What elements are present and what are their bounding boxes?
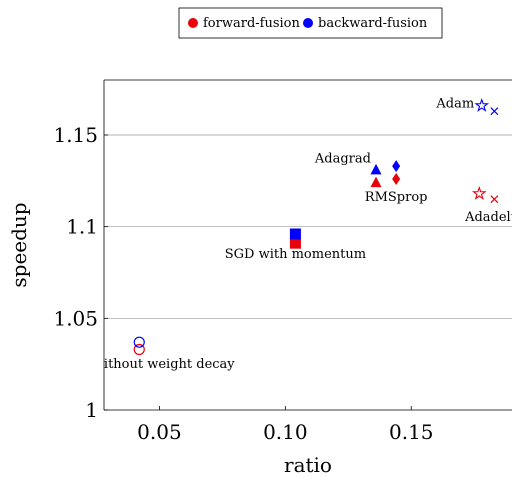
backward-fusion-rmsprop-point (392, 160, 401, 173)
y-tick-label: 1.05 (53, 306, 98, 330)
axis-ticks: 1 1.05 1.1 1.15 0.05 0.10 0.15 (53, 123, 433, 444)
x-tick-label: 0.10 (263, 420, 308, 444)
annotation-adadelta: Adadelta (464, 210, 512, 225)
backward-fusion-sgd-without-weight-decay-point (133, 336, 145, 348)
legend-backward-fusion-swatch (303, 18, 313, 28)
forward-fusion-sgd-without-weight-decay-point (133, 343, 145, 356)
data-points (133, 97, 499, 356)
legend-backward-fusion-label: backward-fusion (318, 16, 428, 31)
x-tick-label: 0.05 (137, 420, 182, 444)
backward-fusion-adagrad-point (370, 163, 382, 175)
x-axis-label: ratio (284, 453, 332, 477)
annotation-sgd-without-weight-decay: SGD without weight decay (59, 357, 235, 372)
forward-fusion-adagrad-point (370, 176, 382, 188)
y-tick-label: 1.15 (53, 123, 98, 147)
gridlines (104, 134, 512, 319)
annotation-adagrad: Adagrad (314, 152, 371, 167)
legend-forward-fusion-label: forward-fusion (203, 16, 300, 31)
y-tick-label: 1 (85, 398, 98, 422)
backward-fusion-sgd-with-momentum-point (289, 228, 301, 240)
annotation-sgd-with-momentum: SGD with momentum (225, 247, 366, 262)
backward-fusion-adadelta-point (490, 107, 499, 116)
x-tick-label: 0.15 (389, 420, 434, 444)
backward-fusion-adam-point (474, 97, 490, 112)
cross-stroke (490, 107, 499, 116)
legend-forward-fusion-swatch (188, 18, 198, 28)
forward-fusion-sgd-with-momentum-point (289, 237, 301, 249)
annotation-rmsprop: RMSprop (365, 190, 428, 205)
forward-fusion-adam-point (471, 185, 487, 200)
cross-stroke (490, 195, 499, 204)
forward-fusion-adadelta-point (490, 195, 499, 204)
annotation-adam: Adam (435, 97, 474, 112)
point-annotations: SGD without weight decay SGD with momentu… (59, 97, 512, 372)
y-tick-label: 1.1 (66, 215, 98, 239)
y-axis-label: speedup (7, 202, 31, 287)
forward-fusion-rmsprop-point (392, 173, 401, 185)
legend: forward-fusion backward-fusion (178, 7, 443, 39)
